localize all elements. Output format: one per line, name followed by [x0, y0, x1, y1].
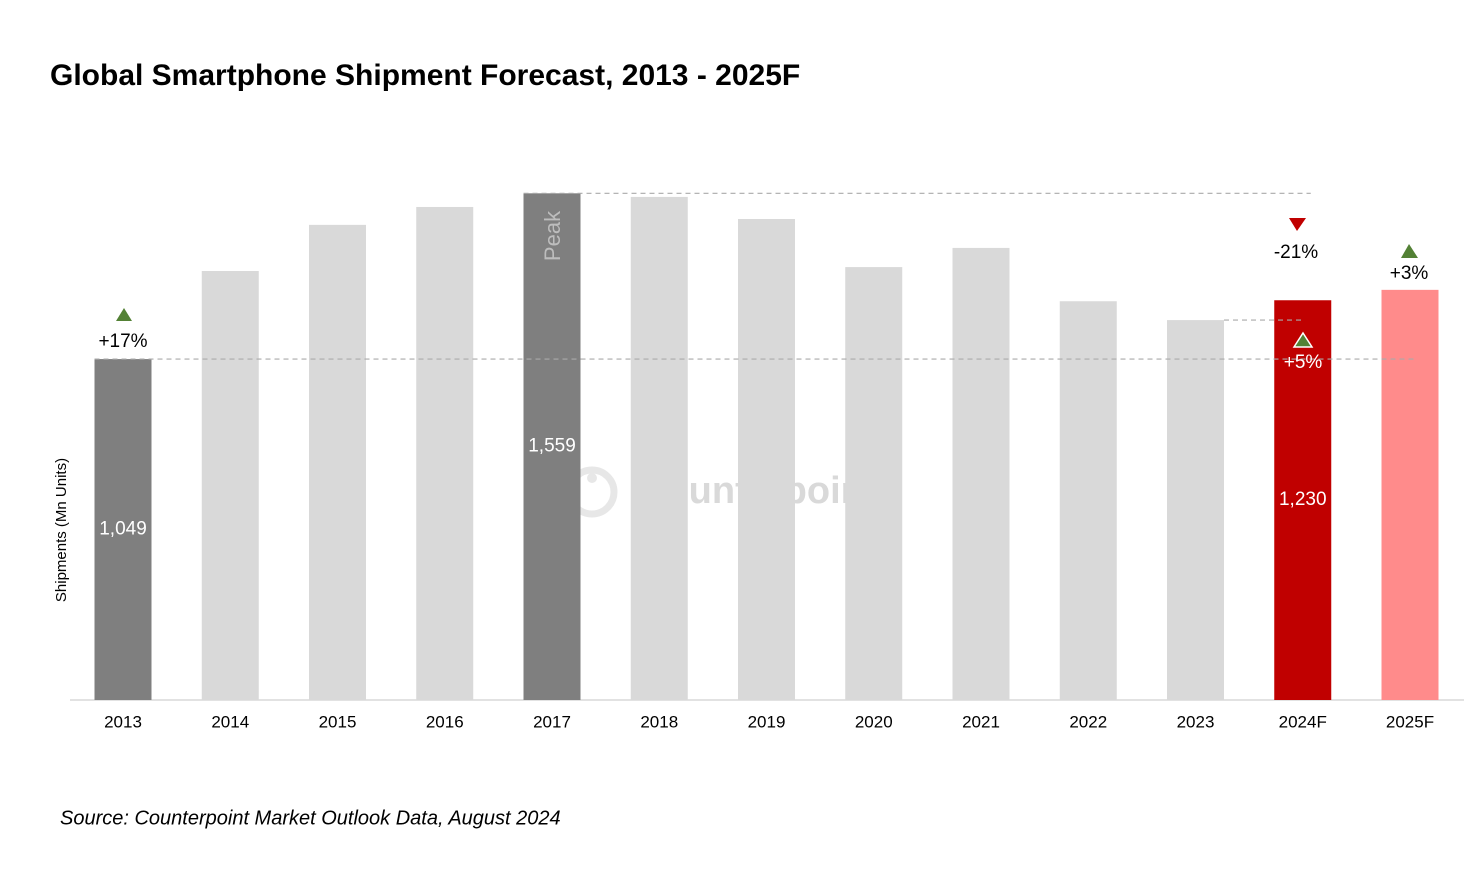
- x-tick-label: 2020: [855, 712, 893, 731]
- y-axis-label: Shipments (Mn Units): [53, 458, 70, 602]
- bar: [523, 193, 581, 700]
- bar: [309, 224, 366, 700]
- value-label: 1,049: [99, 519, 147, 540]
- x-tick-label: 2021: [962, 712, 1000, 731]
- annotation: Peak: [540, 210, 565, 261]
- bar: [630, 196, 688, 700]
- x-tick-label: 2014: [211, 712, 249, 731]
- x-tick-label: 2019: [748, 712, 786, 731]
- up-arrow: [116, 308, 132, 321]
- annotation: -21%: [1274, 242, 1318, 263]
- bar: [1167, 320, 1224, 700]
- up-arrow: [1401, 244, 1418, 258]
- x-tick-label: 2025F: [1386, 712, 1434, 731]
- source: Source: Counterpoint Market Outlook Data…: [60, 807, 561, 829]
- bar: [1381, 289, 1439, 700]
- x-tick-label: 2016: [426, 712, 464, 731]
- x-tick-label: 2017: [533, 712, 571, 731]
- value-label: 1,559: [528, 436, 576, 457]
- annotation: +5%: [1284, 352, 1323, 373]
- up-arrow: [1292, 331, 1314, 348]
- bar: [738, 219, 795, 700]
- down-arrow: [1289, 218, 1306, 231]
- x-tick-label: 2022: [1069, 712, 1107, 731]
- bar: [201, 271, 259, 700]
- watermark-icon-dot: [587, 473, 597, 483]
- bar: [94, 359, 152, 700]
- bar: [952, 247, 1010, 701]
- bar: [416, 206, 474, 700]
- x-tick-label: 2013: [104, 712, 142, 731]
- x-tick-label: 2015: [319, 712, 357, 731]
- bar: [1274, 300, 1332, 700]
- value-label: 1,230: [1279, 489, 1327, 510]
- bar: [845, 267, 903, 700]
- chart-title: Global Smartphone Shipment Forecast, 201…: [50, 59, 800, 92]
- x-tick-label: 2024F: [1279, 712, 1327, 731]
- x-tick-label: 2018: [640, 712, 678, 731]
- annotation: +3%: [1390, 263, 1429, 284]
- annotation: +17%: [98, 331, 147, 352]
- bar: [1059, 301, 1117, 700]
- x-tick-label: 2023: [1177, 712, 1215, 731]
